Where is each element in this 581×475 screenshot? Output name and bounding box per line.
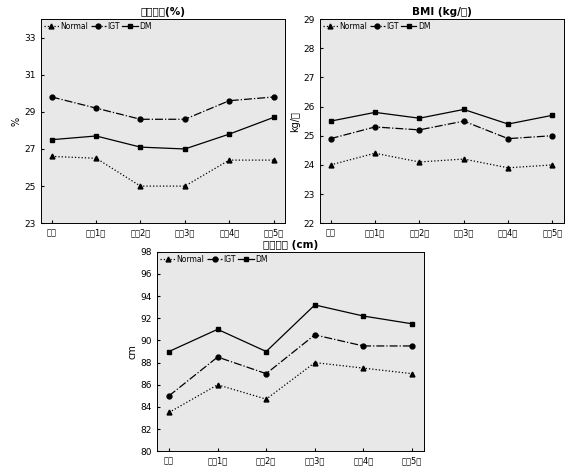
DM [48,137,55,142]
DM [549,113,556,118]
Normal [416,159,423,165]
IGT [226,98,233,104]
Normal [166,409,173,415]
Normal [408,371,415,377]
IGT [214,354,221,360]
DM [181,146,188,152]
Normal [549,162,556,168]
DM [327,118,334,124]
Normal [505,165,512,171]
DM [263,349,270,354]
IGT [549,133,556,139]
IGT [48,94,55,100]
Normal [92,155,99,161]
IGT [416,127,423,133]
Normal [460,156,467,162]
Normal [181,183,188,189]
Normal [311,360,318,365]
Normal [214,382,221,388]
Title: 허리둘레 (cm): 허리둘레 (cm) [263,239,318,249]
DM [137,144,144,150]
IGT [181,116,188,122]
Line: Normal: Normal [49,154,276,189]
Normal [371,151,378,156]
IGT [360,343,367,349]
IGT [460,118,467,124]
IGT [408,343,415,349]
IGT [327,136,334,142]
DM [371,110,378,115]
Normal [263,396,270,402]
Line: IGT: IGT [49,95,276,122]
Line: IGT: IGT [167,332,414,398]
Legend: Normal, IGT, DM: Normal, IGT, DM [159,254,268,265]
DM [226,131,233,137]
IGT [311,332,318,338]
DM [460,106,467,112]
IGT [270,94,277,100]
Normal [360,365,367,371]
Normal [327,162,334,168]
IGT [263,371,270,377]
Normal [226,157,233,163]
Title: BMI (kg/㎡): BMI (kg/㎡) [411,7,472,17]
DM [505,121,512,127]
Line: DM: DM [167,303,414,354]
DM [416,115,423,121]
Line: DM: DM [328,107,555,126]
Line: DM: DM [49,115,276,152]
DM [360,313,367,319]
Y-axis label: cm: cm [128,344,138,359]
IGT [137,116,144,122]
Normal [48,153,55,159]
Normal [137,183,144,189]
Y-axis label: %: % [12,116,21,126]
IGT [371,124,378,130]
Title: 체지방률(%): 체지방률(%) [140,7,185,17]
DM [408,321,415,327]
Line: IGT: IGT [328,119,555,141]
IGT [505,136,512,142]
DM [92,133,99,139]
IGT [92,105,99,111]
Line: Normal: Normal [328,151,555,170]
Legend: Normal, IGT, DM: Normal, IGT, DM [43,21,152,32]
DM [166,349,173,354]
DM [270,114,277,120]
Normal [270,157,277,163]
Line: Normal: Normal [167,360,414,415]
IGT [166,393,173,399]
DM [214,326,221,332]
Legend: Normal, IGT, DM: Normal, IGT, DM [322,21,431,32]
Y-axis label: kg/㎡: kg/㎡ [290,111,300,132]
DM [311,302,318,308]
